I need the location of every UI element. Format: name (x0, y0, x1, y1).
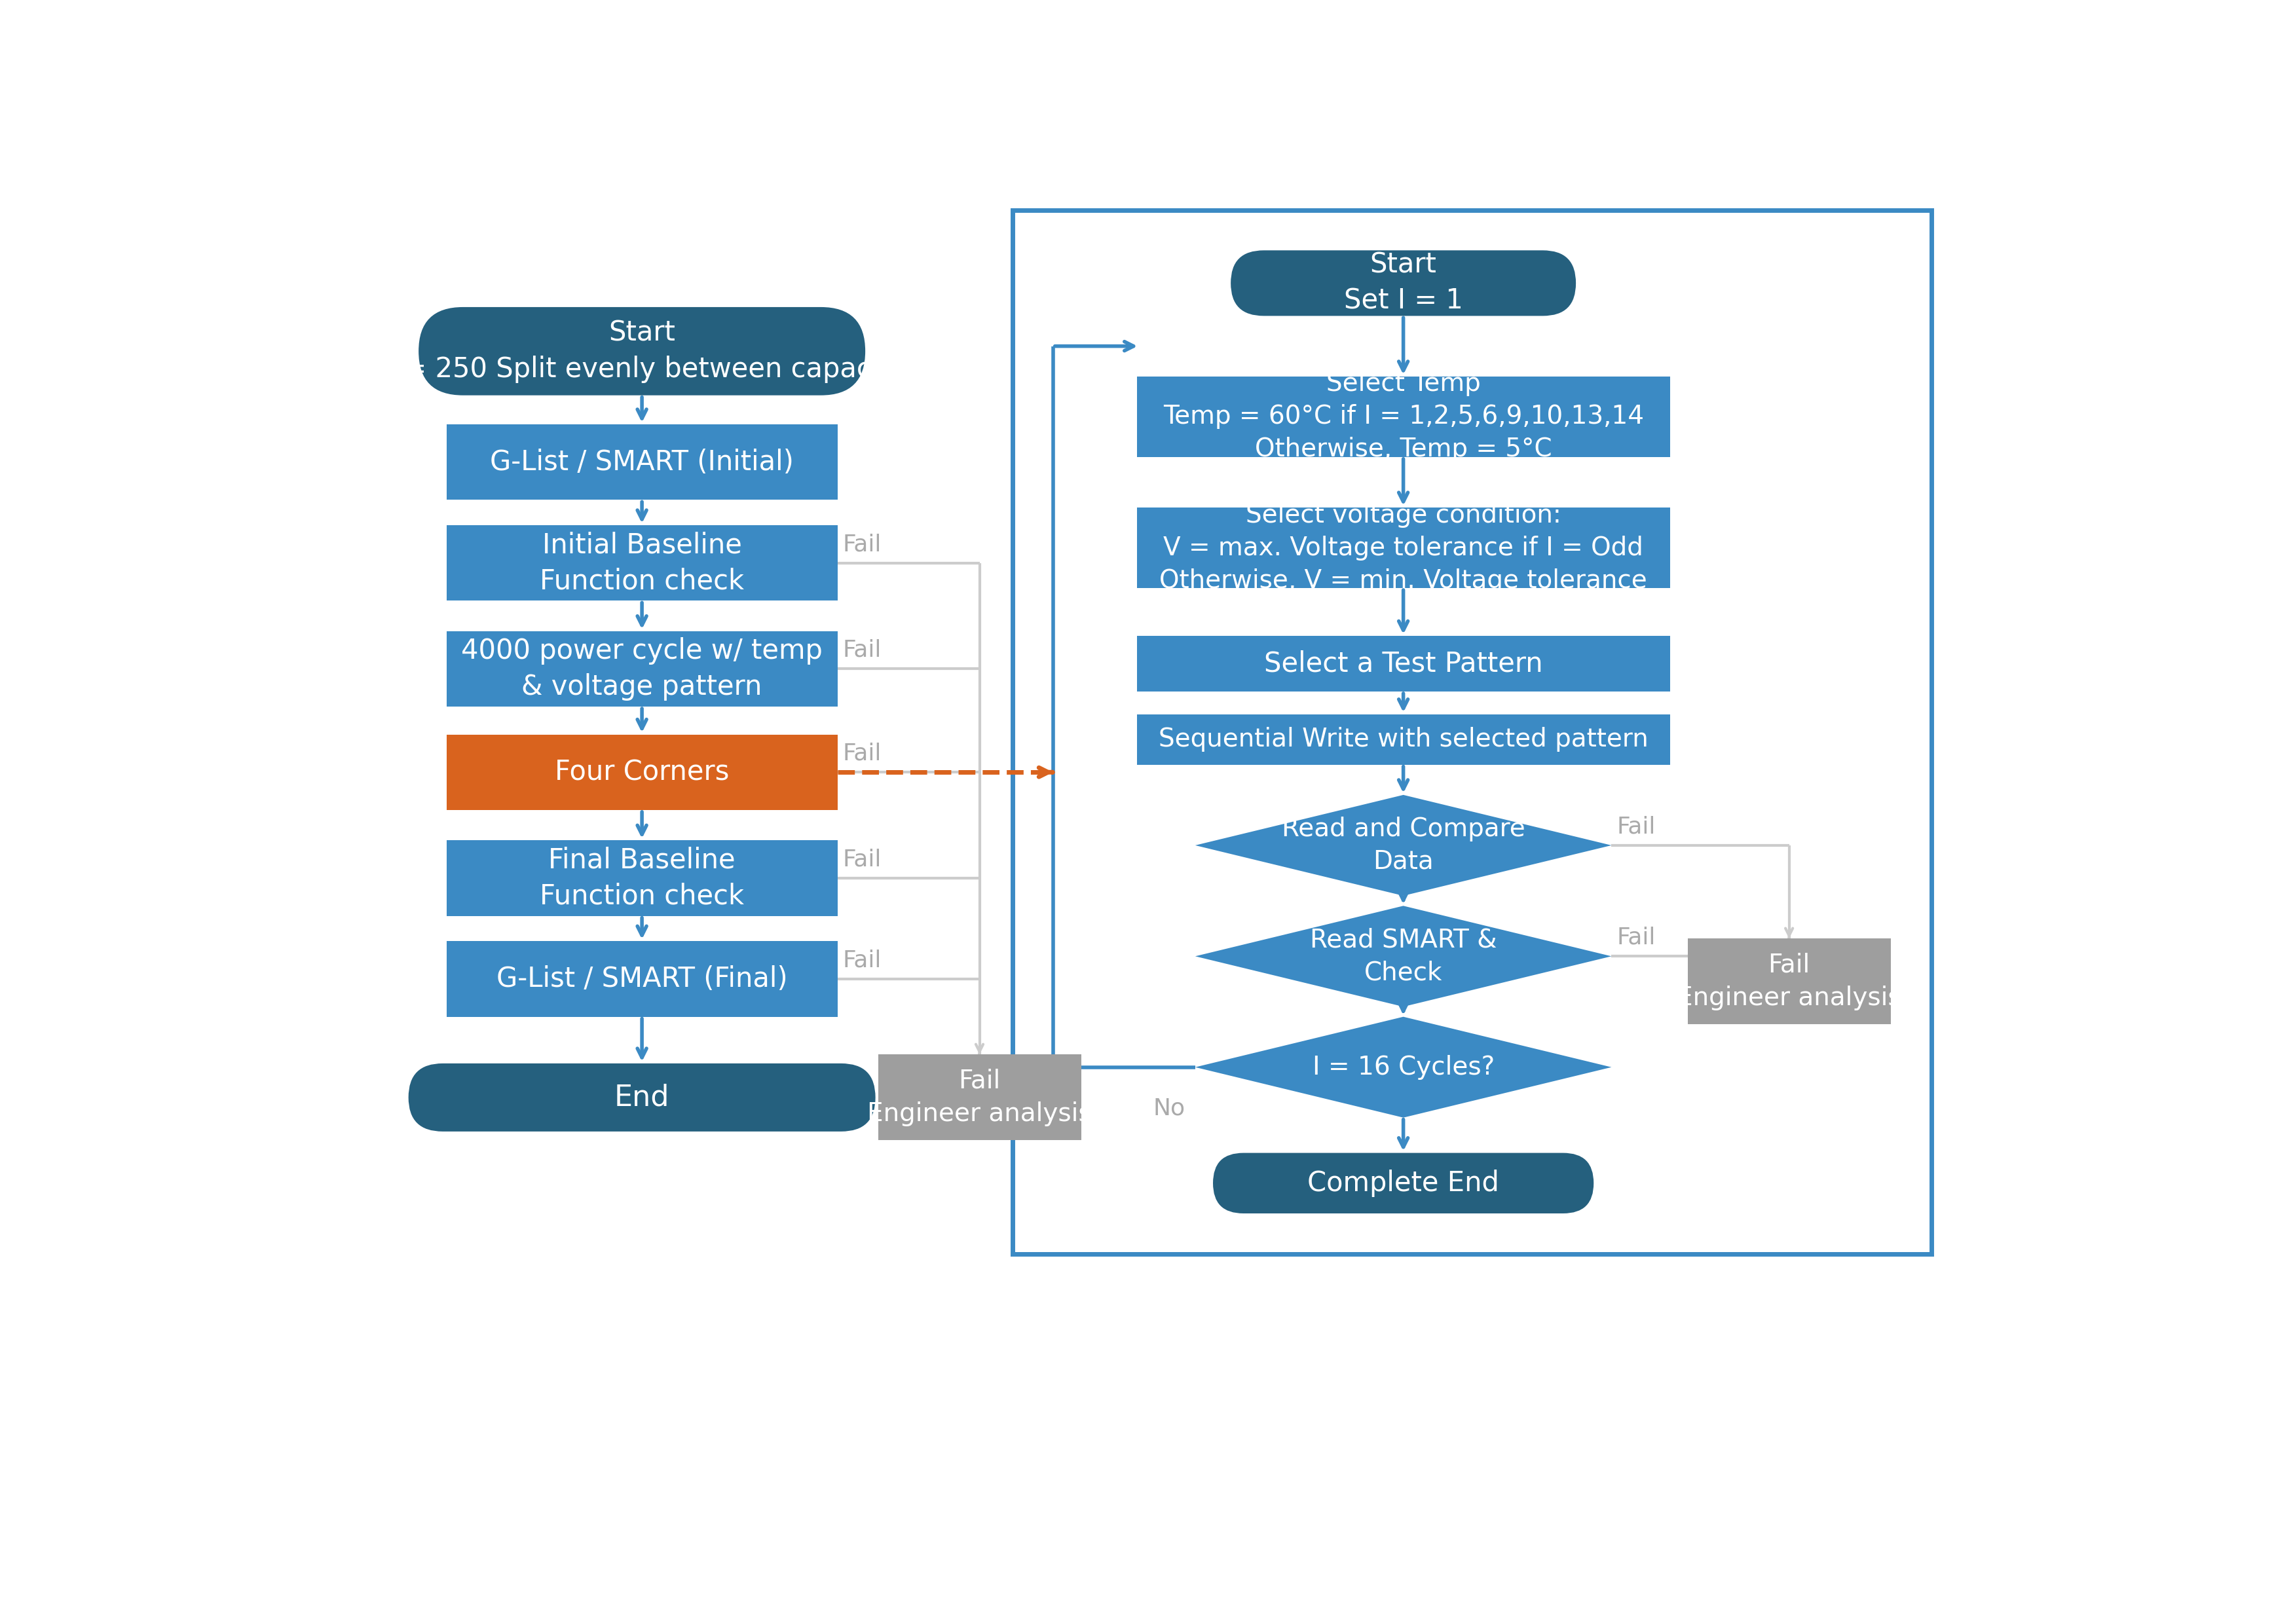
Text: G-List / SMART (Initial): G-List / SMART (Initial) (491, 448, 793, 476)
FancyBboxPatch shape (447, 632, 837, 706)
Polygon shape (1195, 1017, 1612, 1117)
Polygon shape (1195, 794, 1612, 896)
FancyBboxPatch shape (1137, 377, 1669, 456)
Text: 4000 power cycle w/ temp
& voltage pattern: 4000 power cycle w/ temp & voltage patte… (461, 637, 823, 700)
Text: Fail: Fail (842, 848, 881, 870)
Text: Complete End: Complete End (1307, 1169, 1500, 1197)
FancyBboxPatch shape (408, 1064, 876, 1132)
FancyBboxPatch shape (447, 942, 837, 1017)
Text: Fail: Fail (842, 638, 881, 661)
FancyBboxPatch shape (1137, 637, 1669, 692)
Text: Fail: Fail (842, 742, 881, 765)
FancyBboxPatch shape (447, 525, 837, 601)
Text: End: End (615, 1083, 670, 1111)
Text: Start
Set I = 1: Start Set I = 1 (1344, 252, 1463, 315)
FancyBboxPatch shape (447, 424, 837, 500)
Text: Fail: Fail (1617, 926, 1656, 948)
FancyBboxPatch shape (1137, 715, 1669, 765)
Text: Read SMART &
Check: Read SMART & Check (1309, 927, 1497, 986)
Text: Select a Test Pattern: Select a Test Pattern (1263, 650, 1543, 677)
FancyBboxPatch shape (447, 734, 837, 810)
Text: Fail
Engineer analysis: Fail Engineer analysis (1676, 953, 1901, 1010)
Text: Fail
Engineer analysis: Fail Engineer analysis (867, 1069, 1091, 1127)
FancyBboxPatch shape (1137, 507, 1669, 588)
Text: No: No (1153, 1098, 1185, 1119)
Text: Select voltage condition:
V = max. Voltage tolerance if I = Odd
Otherwise, V = m: Select voltage condition: V = max. Volta… (1160, 503, 1646, 593)
FancyBboxPatch shape (420, 307, 864, 395)
Text: Fail: Fail (842, 533, 881, 555)
Text: Start
n = 250 Split evenly between capacity: Start n = 250 Split evenly between capac… (378, 320, 906, 383)
FancyBboxPatch shape (1231, 250, 1575, 317)
FancyBboxPatch shape (1213, 1153, 1594, 1213)
FancyBboxPatch shape (878, 1054, 1080, 1140)
Text: Sequential Write with selected pattern: Sequential Write with selected pattern (1158, 728, 1649, 752)
Polygon shape (1195, 906, 1612, 1007)
Text: Fail: Fail (842, 948, 881, 971)
Text: Initial Baseline
Function check: Initial Baseline Function check (539, 531, 745, 594)
Text: Final Baseline
Function check: Final Baseline Function check (539, 846, 745, 909)
Text: Fail: Fail (1617, 815, 1656, 838)
Text: I = 16 Cycles?: I = 16 Cycles? (1312, 1054, 1495, 1080)
FancyBboxPatch shape (1688, 939, 1892, 1025)
Text: Read and Compare
Data: Read and Compare Data (1282, 817, 1525, 874)
Text: Select Temp
Temp = 60°C if I = 1,2,5,6,9,10,13,14
Otherwise, Temp = 5°C: Select Temp Temp = 60°C if I = 1,2,5,6,9… (1163, 372, 1644, 461)
Text: Four Corners: Four Corners (555, 758, 729, 786)
Text: G-List / SMART (Final): G-List / SMART (Final) (495, 965, 786, 992)
FancyBboxPatch shape (447, 840, 837, 916)
